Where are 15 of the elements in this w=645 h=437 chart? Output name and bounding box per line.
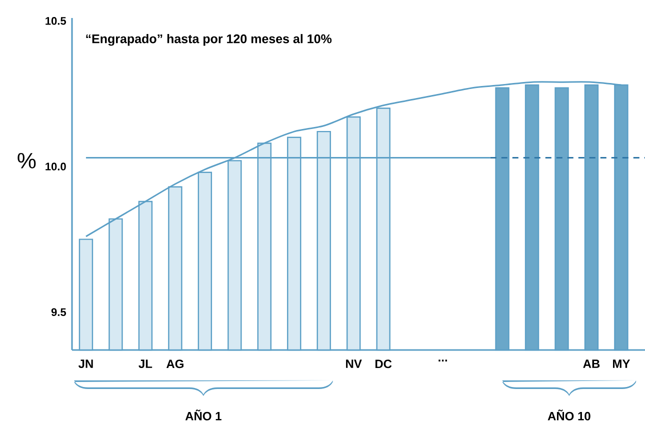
- x-tick-label: ...: [438, 360, 447, 362]
- x-tick-label: AG: [166, 360, 184, 368]
- text: AÑO 1: [185, 410, 222, 420]
- text: “Engrapado” hasta por 120 meses al 10%: [86, 34, 332, 46]
- x-tick-label: DC: [375, 360, 392, 368]
- y-tick-label: 10.0: [46, 162, 66, 170]
- x-tick-label: JL: [138, 360, 152, 368]
- x-tick-label: AB: [583, 360, 600, 368]
- y-tick-label: 10.5: [46, 17, 66, 25]
- x-tick-label: JN: [78, 360, 93, 368]
- y-axis-title: %: [18, 153, 36, 168]
- x-tick-label: NV: [346, 360, 362, 368]
- text: AÑO 10: [548, 410, 590, 420]
- x-tick-label: MY: [613, 360, 630, 368]
- y-tick-label: 9.5: [51, 308, 66, 316]
